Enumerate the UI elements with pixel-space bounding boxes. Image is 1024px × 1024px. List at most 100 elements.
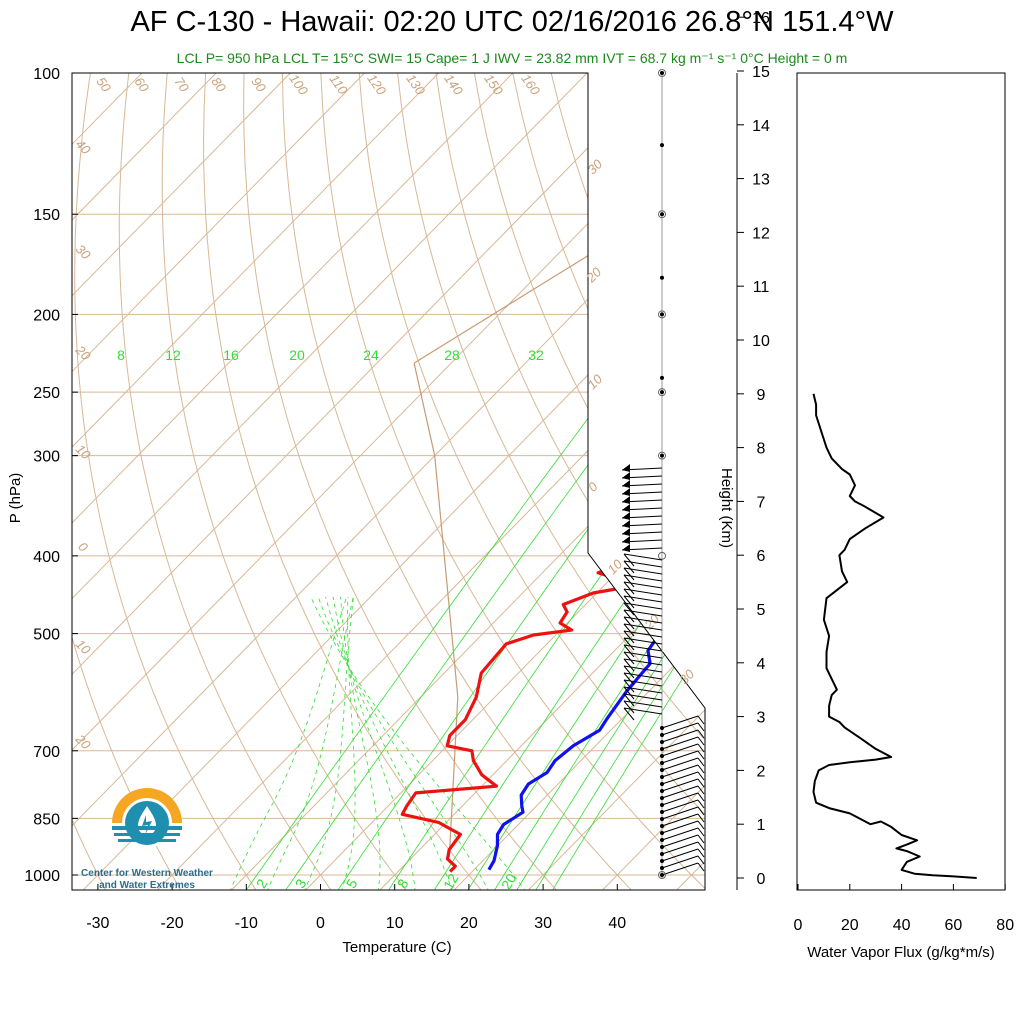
dry-adiabat-label: 60 [131, 74, 152, 95]
moist-adiabat-line [325, 596, 453, 890]
calm-wind-circle [658, 551, 666, 560]
wind-barb-feather [697, 855, 705, 865]
wind-barb [661, 736, 699, 750]
mixing-ratio-line [386, 314, 705, 890]
mixing-ratio-label-low: 8 [394, 876, 412, 891]
wind-barb [623, 686, 663, 694]
flux-series [812, 393, 977, 879]
mixing-ratio-label: 28 [444, 347, 460, 363]
isotherm-line [377, 73, 705, 890]
wind-barb-feather [623, 602, 635, 616]
wind-barb-feather [697, 722, 705, 732]
wind-barb [623, 637, 663, 645]
dry-adiabat [281, 73, 634, 890]
wind-barb-feather [623, 707, 635, 721]
dry-adiabat [397, 73, 705, 890]
wind-level-dot [660, 212, 664, 217]
wind-barb-column [621, 69, 705, 879]
mixing-ratio-line [515, 314, 705, 890]
dry-adiabat [589, 73, 705, 890]
pressure-axis-label: P (hPa) [7, 473, 24, 524]
wind-barb-feather [697, 743, 705, 753]
parcel-path-upper [413, 73, 705, 364]
wind-barb-feather [623, 679, 635, 693]
wind-barb [623, 581, 663, 589]
flux-plot-frame [796, 72, 1006, 891]
isotherm-label-left: 0 [75, 539, 91, 555]
isotherm-line [155, 73, 705, 890]
isotherm-line [451, 73, 705, 890]
dry-adiabat [473, 73, 705, 890]
wind-barb-feather [623, 581, 635, 595]
wind-barb-feather [623, 665, 635, 679]
wind-barb [661, 729, 699, 743]
wind-level-dot [660, 143, 664, 148]
flux-x-tick-label: 60 [945, 917, 963, 934]
wind-barb-pennant [622, 488, 630, 496]
wind-barb-pennant [622, 480, 630, 488]
wind-barb [623, 616, 663, 624]
wind-barb [623, 707, 663, 715]
calm-wind-circle [658, 310, 666, 319]
wind-barb-feather [697, 715, 705, 725]
dry-adiabat [743, 73, 1024, 892]
dry-adiabat-label: 100 [286, 71, 311, 98]
wind-barb [623, 560, 663, 568]
height-tick-label: 10 [752, 333, 770, 350]
wind-barb-feather [623, 644, 635, 658]
calm-wind-circle [658, 388, 666, 397]
mixing-ratio-label: 20 [289, 347, 305, 363]
wind-barb [623, 567, 663, 575]
dry-adiabat [627, 73, 705, 890]
wind-barb-feather [623, 567, 635, 581]
height-tick-label: 8 [757, 441, 766, 458]
chart-subtitle: LCL P= 950 hPa LCL T= 15°C SWI= 15 Cape=… [176, 50, 848, 66]
t-tick-label: 40 [608, 915, 626, 932]
dry-adiabat [320, 73, 705, 890]
dry-adiabat [161, 73, 408, 890]
moist-adiabat-line [229, 596, 347, 890]
moist-adiabat-line [266, 596, 354, 890]
cw3e-logo-mark [112, 788, 182, 848]
wind-barb-feather [623, 560, 635, 574]
flux-x-tick-label: 40 [893, 917, 911, 934]
mixing-ratio-label: 32 [528, 347, 544, 363]
wind-barb-feather [697, 820, 705, 830]
wind-barb-pennant [622, 536, 630, 544]
height-tick-label: 9 [757, 387, 766, 404]
moist-adiabat-line [310, 596, 527, 890]
wind-barb-pennant [622, 464, 630, 472]
isotherm-label-left: 30 [73, 241, 94, 262]
height-tick-label: 4 [757, 656, 766, 673]
t-tick-label: 30 [534, 915, 552, 932]
isotherm-label-right: 10 [604, 556, 625, 577]
wind-barb-feather [697, 813, 705, 823]
dry-adiabat [704, 73, 705, 890]
wind-barb-feather [623, 595, 635, 609]
t-tick-label: 0 [316, 915, 325, 932]
p-tick-label: 500 [33, 627, 60, 644]
wind-level-dot [660, 71, 664, 75]
dry-adiabat [72, 73, 183, 890]
wind-barb-pennant [622, 496, 630, 504]
temperature-profile [400, 460, 653, 873]
height-tick-label: 1 [757, 817, 766, 834]
isotherm-line [72, 73, 705, 890]
mixing-ratio-label: 16 [223, 347, 239, 363]
wind-barb-feather [697, 848, 705, 858]
wind-barb-feather [623, 609, 635, 623]
height-tick-label: 0 [757, 871, 766, 888]
isotherm-line [72, 73, 705, 890]
mixing-ratio-line [283, 314, 699, 890]
wind-barb [661, 827, 699, 841]
wind-barb [661, 743, 699, 757]
chart-title: AF C-130 - Hawaii: 02:20 UTC 02/16/2016 … [130, 6, 894, 38]
wind-barb [623, 672, 663, 680]
moist-adiabat-line [340, 596, 356, 890]
isotherm-line [526, 73, 705, 890]
wind-barb-feather [697, 799, 705, 809]
flux-line [812, 393, 977, 879]
dry-adiabat [243, 73, 559, 890]
